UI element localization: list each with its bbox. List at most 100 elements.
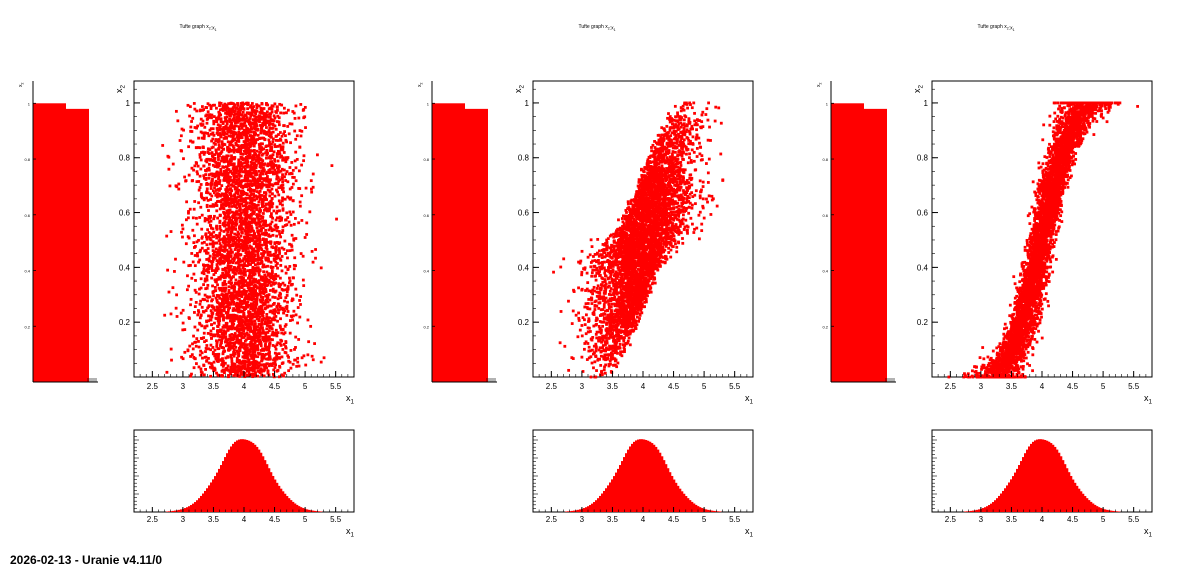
scatter-point bbox=[211, 240, 215, 244]
scatter-point bbox=[253, 171, 257, 175]
scatter-point bbox=[229, 202, 233, 205]
scatter-point bbox=[609, 287, 613, 290]
scatter-point bbox=[237, 330, 241, 334]
scatter-point bbox=[232, 362, 236, 366]
scatter-point bbox=[244, 316, 247, 320]
scatter-point bbox=[246, 241, 250, 245]
scatter-point bbox=[248, 363, 251, 367]
scatter-point bbox=[168, 184, 172, 188]
scatter-point bbox=[240, 263, 244, 267]
scatter-point bbox=[259, 225, 263, 228]
scatter-point bbox=[261, 107, 265, 111]
scatter-point bbox=[268, 182, 272, 185]
scatter-point bbox=[222, 245, 225, 249]
scatter-point bbox=[216, 360, 220, 363]
scatter-point bbox=[270, 215, 274, 219]
scatter-point bbox=[271, 153, 275, 157]
scatter-point bbox=[201, 356, 204, 360]
scatter-point bbox=[275, 152, 279, 156]
side-hist-bin bbox=[33, 103, 66, 382]
scatter-point bbox=[239, 102, 243, 105]
scatter-point bbox=[202, 198, 206, 202]
scatter-point bbox=[224, 325, 227, 329]
scatter-point bbox=[255, 298, 259, 301]
scatter-point bbox=[286, 285, 290, 288]
scatter-point bbox=[253, 130, 256, 134]
scatter-point bbox=[262, 169, 266, 173]
scatter-point bbox=[294, 150, 298, 154]
scatter-point bbox=[278, 209, 281, 213]
scatter-point bbox=[239, 155, 243, 159]
scatter-point bbox=[273, 194, 277, 198]
scatter-point bbox=[252, 133, 256, 137]
bottom-hist-bar bbox=[170, 511, 173, 512]
scatter-point bbox=[256, 374, 260, 378]
scatter-point bbox=[300, 129, 304, 133]
scatter-point bbox=[235, 206, 239, 210]
scatter-point bbox=[213, 103, 216, 107]
scatter-point bbox=[208, 242, 212, 246]
scatter-point bbox=[257, 118, 261, 121]
scatter-point bbox=[233, 195, 237, 199]
scatter-point bbox=[252, 161, 256, 165]
scatter-point bbox=[253, 258, 257, 261]
scatter-point bbox=[199, 286, 203, 290]
bottom-hist-bar bbox=[314, 510, 317, 512]
scatter-point bbox=[198, 216, 202, 219]
scatter-point bbox=[215, 269, 219, 272]
scatter-point bbox=[249, 212, 253, 216]
scatter-point bbox=[261, 197, 264, 201]
scatter-point bbox=[248, 111, 252, 115]
scatter-point bbox=[233, 218, 237, 222]
scatter-point bbox=[200, 235, 204, 239]
scatter-point bbox=[211, 145, 215, 149]
scatter-point bbox=[270, 245, 274, 249]
scatter-point bbox=[271, 281, 275, 284]
scatter-point bbox=[257, 242, 261, 246]
scatter-point bbox=[256, 138, 259, 141]
scatter-point bbox=[202, 134, 206, 138]
scatter-point bbox=[261, 226, 265, 230]
scatter-point bbox=[275, 134, 279, 138]
scatter-point bbox=[194, 290, 198, 294]
scatter-point bbox=[250, 307, 253, 310]
scatter-point bbox=[260, 252, 264, 256]
scatter-point bbox=[262, 364, 266, 368]
scatter-point bbox=[257, 256, 260, 260]
scatter-point bbox=[235, 360, 239, 364]
scatter-point bbox=[212, 244, 215, 248]
scatter-point bbox=[193, 357, 197, 361]
scatter-point bbox=[265, 366, 269, 370]
scatter-point bbox=[215, 138, 219, 142]
scatter-point bbox=[256, 185, 260, 188]
scatter-point bbox=[225, 325, 229, 328]
scatter-point bbox=[256, 292, 260, 296]
bottom-hist-bar bbox=[264, 460, 267, 512]
scatter-point bbox=[214, 267, 218, 271]
scatter-point bbox=[226, 168, 229, 172]
scatter-point bbox=[161, 144, 165, 147]
scatter-point bbox=[234, 243, 238, 247]
scatter-point bbox=[254, 339, 258, 343]
scatter-point bbox=[202, 373, 206, 377]
scatter-point bbox=[212, 253, 216, 257]
scatter-point bbox=[248, 128, 251, 132]
scatter-point bbox=[304, 126, 307, 129]
scatter-point bbox=[269, 222, 273, 226]
scatter-point bbox=[292, 176, 296, 179]
scatter-point bbox=[228, 275, 232, 279]
scatter-point bbox=[255, 123, 258, 127]
bottom-hist-bar bbox=[230, 446, 233, 512]
scatter-point bbox=[239, 224, 242, 228]
scatter-point bbox=[217, 110, 221, 114]
scatter-point bbox=[196, 313, 200, 317]
scatter-point bbox=[270, 187, 274, 191]
scatter-point bbox=[272, 368, 276, 372]
scatter-point bbox=[218, 224, 222, 228]
scatter-point bbox=[272, 164, 276, 168]
scatter-point bbox=[258, 305, 261, 309]
scatter-point bbox=[260, 136, 263, 140]
scatter-point bbox=[249, 130, 253, 134]
scatter-point bbox=[268, 183, 271, 187]
bottom-hist-bar bbox=[216, 472, 219, 512]
